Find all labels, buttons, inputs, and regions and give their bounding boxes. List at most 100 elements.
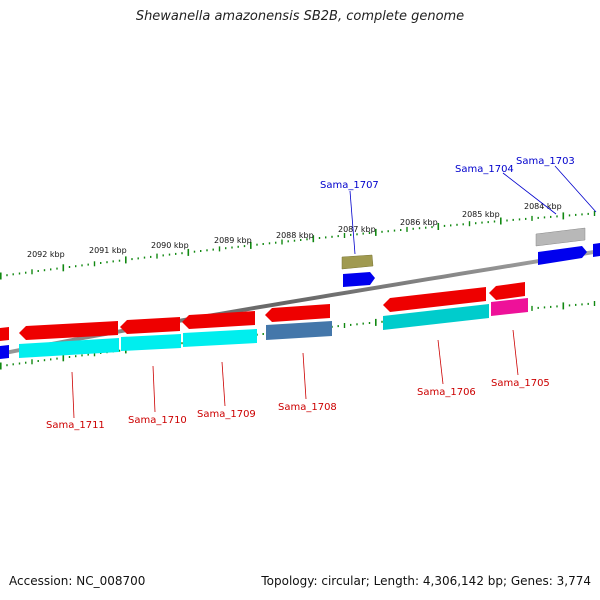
upper-scale-tick xyxy=(300,239,302,241)
lower-scale-tick xyxy=(68,356,71,358)
upper-scale-tick xyxy=(43,269,46,272)
upper-scale-tick xyxy=(100,262,102,264)
upper-scale-tick xyxy=(312,235,315,243)
upper-scale-tick xyxy=(262,243,264,245)
upper-scale-tick xyxy=(568,214,571,217)
upper-scale-tick xyxy=(231,246,233,249)
scale-label: 2092 kbp xyxy=(27,250,65,259)
gene-label-sama-1711[interactable]: Sama_1711 xyxy=(46,420,105,431)
upper-scale-tick xyxy=(181,252,183,255)
upper-scale-tick xyxy=(81,264,83,267)
upper-scale-tick xyxy=(506,219,508,222)
lower-scale-tick xyxy=(543,306,546,309)
lower-scale-tick xyxy=(381,320,383,323)
gene-feature-partial-blue[interactable] xyxy=(0,345,9,359)
upper-scale-tick xyxy=(512,218,514,221)
upper-scale-ticks xyxy=(0,211,596,280)
upper-scale-tick xyxy=(6,274,8,277)
upper-scale-tick xyxy=(443,224,446,227)
lower-scale-tick xyxy=(531,305,533,311)
upper-scale-tick xyxy=(525,217,527,220)
gene-feature-sama-1711-cyan[interactable] xyxy=(19,338,119,358)
upper-scale-tick xyxy=(518,218,521,221)
gene-feature-sama-1707-olive[interactable] xyxy=(341,254,374,270)
gene-feature-sama-1706[interactable] xyxy=(383,287,486,312)
leader-lines xyxy=(71,165,597,419)
lower-scale-tick xyxy=(375,318,377,326)
upper-scale-tick xyxy=(187,248,190,256)
lower-scale-tick xyxy=(356,323,358,326)
gene-feature-sama-1705[interactable] xyxy=(489,282,525,300)
scale-label: 2090 kbp xyxy=(151,241,189,250)
gene-feature-sama-1708[interactable] xyxy=(265,304,330,322)
lower-scale-tick xyxy=(118,349,121,352)
lower-scale-tick xyxy=(562,302,565,310)
scale-label: 2089 kbp xyxy=(214,236,252,245)
gene-label-sama-1705[interactable]: Sama_1705 xyxy=(491,378,550,389)
gene-feature-sama-1706-cyan[interactable] xyxy=(383,304,489,330)
upper-scale-tick xyxy=(68,266,71,268)
upper-scale-tick xyxy=(575,213,577,216)
lower-scale-tick xyxy=(25,361,27,364)
upper-scale-tick xyxy=(425,226,427,229)
upper-scale-tick xyxy=(206,249,208,252)
upper-scale-tick xyxy=(543,216,546,219)
lower-scale-tick xyxy=(343,323,346,328)
lower-scale-tick xyxy=(50,358,52,361)
lower-scale-tick xyxy=(62,354,65,362)
gene-feature-sama-1710-cyan[interactable] xyxy=(121,334,181,351)
lower-scale-tick xyxy=(0,362,2,370)
gene-feature-sama-1708-steel[interactable] xyxy=(266,321,332,340)
lower-scale-tick xyxy=(350,323,352,326)
map-title: Shewanella amazonensis SB2B, complete ge… xyxy=(135,9,465,24)
gene-label-sama-1703[interactable]: Sama_1703 xyxy=(516,156,575,167)
gene-label-sama-1704[interactable]: Sama_1704 xyxy=(455,164,514,175)
gene-feature-sama-1707[interactable] xyxy=(343,272,375,287)
upper-scale-tick xyxy=(381,230,383,233)
upper-scale-tick xyxy=(50,268,52,271)
gene-feature-sama-1703[interactable] xyxy=(593,243,600,257)
gene-feature-sama-1710[interactable] xyxy=(120,317,180,334)
gene-feature-sama-1705-magenta[interactable] xyxy=(491,298,528,316)
upper-scale-tick xyxy=(143,256,146,259)
gene-label-sama-1708[interactable]: Sama_1708 xyxy=(278,402,337,413)
upper-scale-tick xyxy=(475,222,477,225)
upper-scale-tick xyxy=(268,242,271,245)
upper-scale-tick xyxy=(93,261,96,267)
gene-label-sama-1709[interactable]: Sama_1709 xyxy=(197,409,256,420)
gene-feature-sama-1709-cyan[interactable] xyxy=(183,329,257,347)
upper-scale-tick xyxy=(218,246,221,252)
gene-feature-sama-1709[interactable] xyxy=(182,311,255,329)
upper-scale-tick xyxy=(243,245,246,248)
upper-scale-tick xyxy=(175,252,177,255)
lower-scale-tick xyxy=(81,354,83,357)
scale-label: 2088 kbp xyxy=(276,231,314,240)
gene-feature-blue-arrow[interactable] xyxy=(538,246,587,265)
upper-scale-tick xyxy=(250,241,252,249)
upper-scale-tick xyxy=(587,212,589,215)
scale-labels: 2092 kbp 2091 kbp 2090 kbp 2089 kbp 2088… xyxy=(27,202,562,259)
scale-label: 2086 kbp xyxy=(400,218,438,227)
lower-scale-tick xyxy=(18,362,21,365)
upper-scale-tick xyxy=(468,221,471,227)
upper-scale-tick xyxy=(18,272,21,275)
upper-scale-tick xyxy=(318,237,321,239)
upper-scale-tick xyxy=(37,270,39,272)
gene-feature-sama-1704[interactable] xyxy=(535,227,586,247)
lower-scale-tick xyxy=(568,304,571,307)
upper-scale-tick xyxy=(325,236,327,239)
gene-label-sama-1706[interactable]: Sama_1706 xyxy=(417,387,476,398)
gene-feature-partial-red[interactable] xyxy=(0,327,9,341)
forward-gene-labels: Sama_1707 Sama_1704 Sama_1703 xyxy=(320,156,575,191)
gene-label-sama-1710[interactable]: Sama_1710 xyxy=(128,415,187,426)
gene-label-sama-1707[interactable]: Sama_1707 xyxy=(320,180,379,191)
lower-scale-tick xyxy=(37,360,39,362)
gene-feature-sama-1711[interactable] xyxy=(19,321,118,340)
upper-scale-tick xyxy=(450,224,452,227)
genome-backbone xyxy=(0,249,600,356)
lower-scale-tick xyxy=(12,363,14,366)
lower-scale-tick xyxy=(93,351,96,357)
upper-scale-tick xyxy=(237,245,239,248)
upper-scale-tick xyxy=(25,271,27,274)
